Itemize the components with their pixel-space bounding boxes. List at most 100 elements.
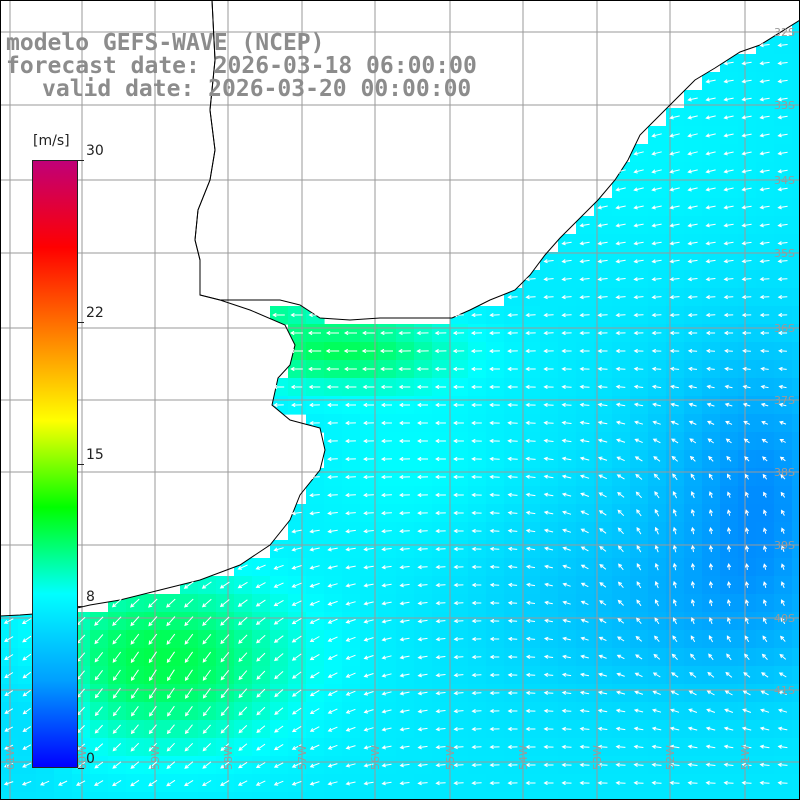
wind-arrow (309, 511, 320, 516)
wind-arrow (615, 744, 626, 749)
wind-arrow (723, 726, 734, 731)
wind-arrow (399, 528, 410, 534)
wind-arrow (543, 744, 554, 750)
wind-arrow (345, 690, 356, 696)
wind-arrow (633, 241, 644, 246)
wind-arrow (687, 330, 698, 336)
wind-arrow (561, 366, 572, 372)
wind-arrow (687, 312, 698, 318)
wind-arrow (345, 708, 356, 714)
wind-arrow (381, 529, 392, 534)
lon-label: 57W (296, 745, 309, 770)
wind-arrow (309, 420, 320, 426)
wind-arrow (416, 402, 428, 408)
wind-arrow (597, 312, 608, 318)
wind-arrow (633, 223, 644, 228)
wind-arrow (707, 671, 715, 678)
wind-arrow (130, 724, 139, 735)
wind-arrow (381, 763, 392, 768)
wind-arrow (777, 330, 788, 336)
wind-arrow (762, 599, 767, 607)
wind-arrow (201, 598, 212, 608)
wind-arrow (94, 669, 103, 681)
wind-arrow (705, 115, 716, 120)
wind-speed-cell (792, 702, 800, 721)
wind-arrow (598, 492, 607, 498)
wind-arrow (21, 618, 32, 625)
wind-arrow (579, 223, 590, 228)
wind-speed-cell (792, 594, 800, 613)
wind-arrow (597, 762, 608, 768)
wind-speed-cell (792, 396, 800, 415)
wind-arrow (435, 474, 446, 480)
wind-arrow (759, 115, 770, 120)
wind-arrow (130, 761, 140, 769)
wind-speed-cell (540, 792, 559, 800)
wind-arrow (417, 564, 428, 570)
wind-arrow (416, 474, 429, 480)
wind-arrow (724, 690, 733, 696)
wind-arrow (471, 708, 482, 714)
wind-arrow (723, 330, 734, 336)
wind-arrow (690, 580, 695, 589)
lat-label: 41S (774, 684, 795, 697)
wind-arrow (291, 600, 302, 606)
wind-arrow (723, 115, 734, 120)
wind-arrow (453, 528, 464, 534)
wind-arrow (669, 223, 680, 228)
wind-arrow (759, 151, 770, 156)
wind-arrow (634, 420, 644, 425)
wind-arrow (417, 546, 428, 552)
wind-arrow (741, 61, 752, 66)
wind-arrow (220, 651, 230, 663)
wind-speed-cell (792, 324, 800, 343)
wind-arrow (452, 384, 464, 390)
wind-arrow (343, 348, 358, 354)
wind-arrow (708, 635, 714, 643)
wind-arrow (562, 546, 571, 551)
wind-arrow (4, 690, 14, 696)
wind-speed-cell (792, 432, 800, 451)
wind-arrow (308, 384, 321, 390)
wind-arrow (94, 706, 103, 717)
wind-arrow (543, 456, 554, 461)
wind-arrow (580, 492, 590, 497)
wind-speed-cell (792, 270, 800, 289)
colorbar-tick-label: 22 (86, 305, 104, 322)
wind-arrow (112, 706, 121, 717)
wind-arrow (22, 726, 31, 732)
wind-arrow (3, 762, 14, 768)
wind-arrow (184, 633, 194, 645)
wind-arrow (580, 600, 589, 606)
wind-arrow (309, 529, 320, 534)
land-area (0, 0, 800, 616)
wind-arrow (597, 384, 608, 390)
wind-arrow (670, 690, 679, 696)
wind-arrow (615, 384, 626, 389)
wind-arrow (363, 691, 374, 696)
wind-arrow (94, 651, 104, 663)
wind-arrow (687, 726, 698, 731)
wind-arrow (166, 598, 176, 608)
wind-arrow (687, 366, 698, 372)
wind-arrow (363, 619, 374, 624)
wind-arrow (290, 312, 303, 318)
wind-arrow (416, 366, 429, 372)
wind-arrow (417, 583, 428, 588)
wind-arrow (417, 438, 428, 444)
wind-arrow (653, 653, 661, 660)
wind-arrow (777, 241, 788, 246)
wind-arrow (291, 653, 302, 661)
wind-arrow (742, 402, 751, 407)
wind-speed-cell (504, 792, 523, 800)
wind-arrow (671, 438, 679, 444)
wind-arrow (381, 727, 392, 732)
wind-arrow (291, 402, 302, 408)
wind-speed-cell (180, 792, 199, 800)
wind-arrow (471, 492, 482, 498)
wind-arrow (615, 402, 626, 407)
wind-arrow (201, 581, 212, 589)
wind-arrow (633, 312, 644, 318)
wind-arrow (759, 241, 770, 246)
wind-arrow (562, 528, 572, 533)
